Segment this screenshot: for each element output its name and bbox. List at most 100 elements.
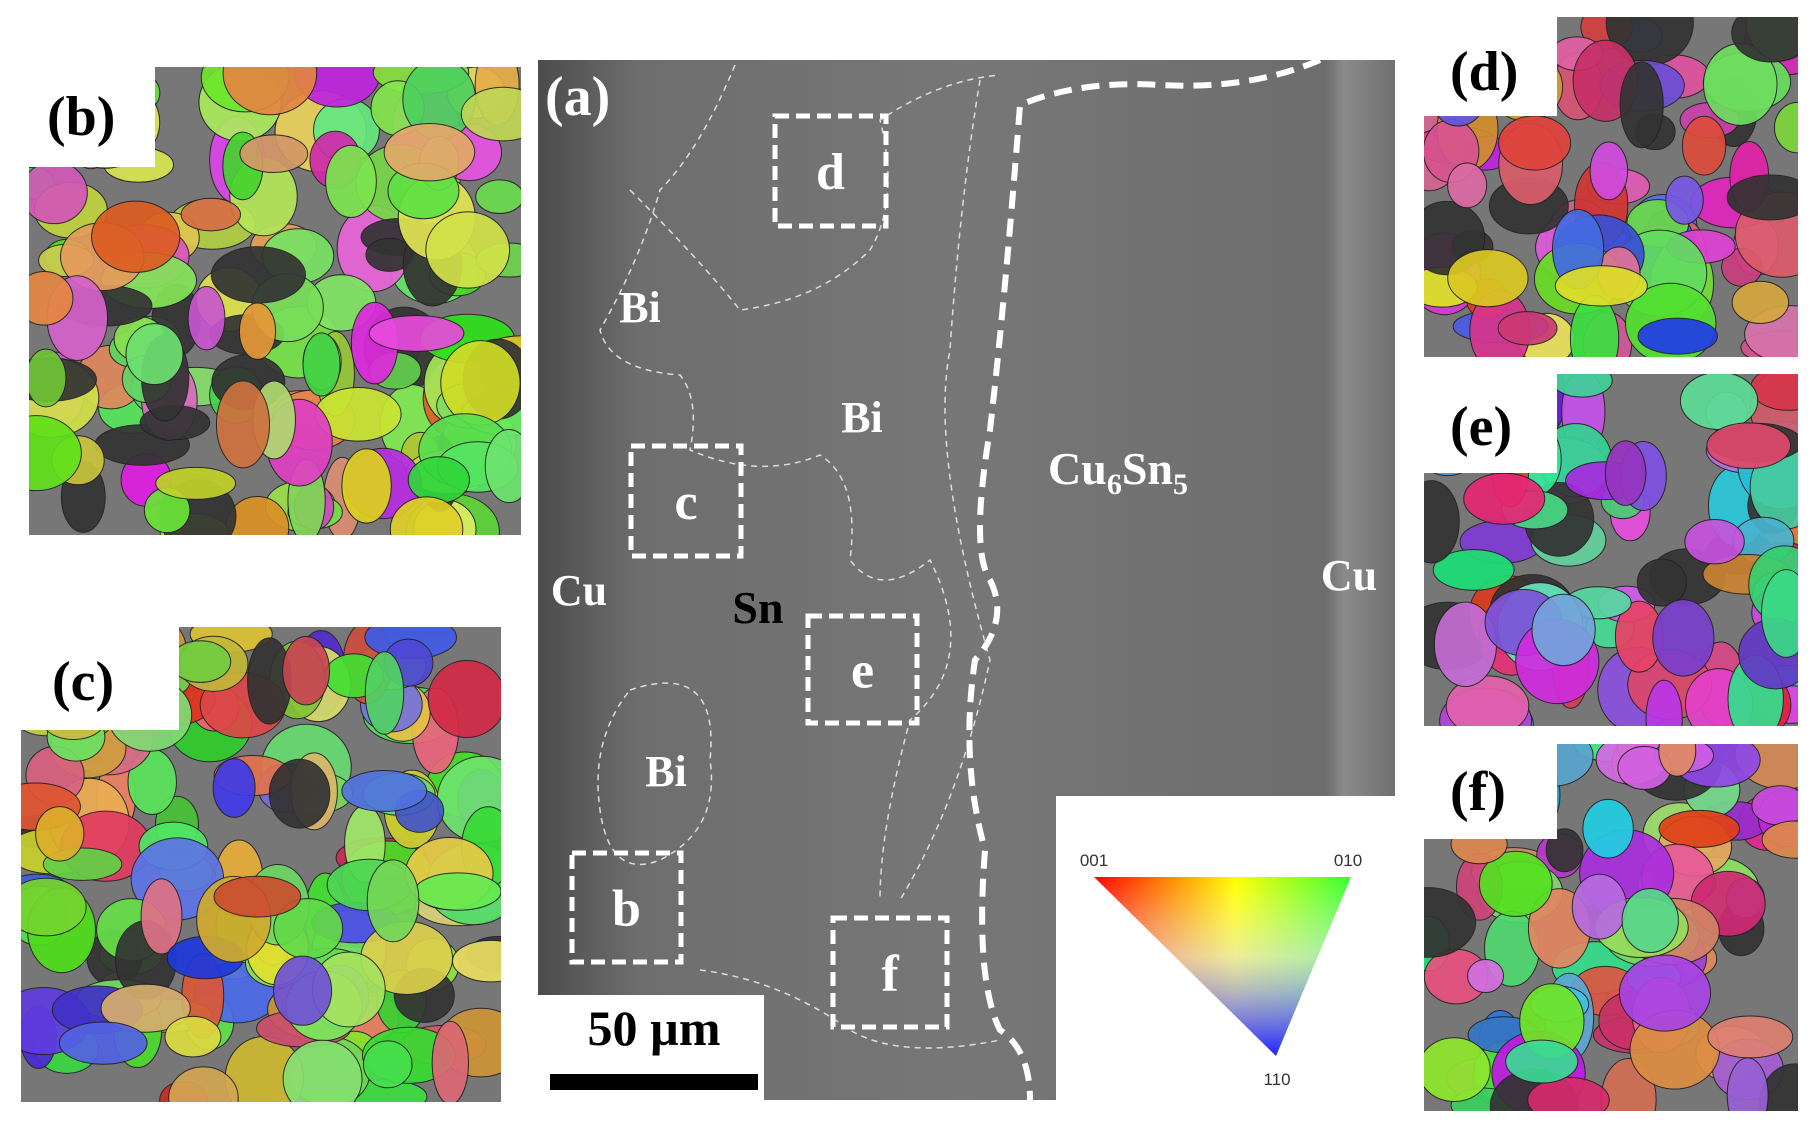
grain — [1619, 61, 1664, 149]
grain — [1751, 785, 1798, 826]
grain — [1569, 294, 1620, 357]
grain — [1637, 317, 1718, 355]
grain — [21, 877, 87, 937]
grain — [213, 875, 302, 918]
grain — [1527, 1077, 1610, 1111]
phase-label: Cu — [551, 566, 607, 615]
grain — [302, 332, 341, 397]
panel-label: (c) — [52, 651, 114, 713]
grain — [1582, 798, 1634, 859]
grain — [1665, 175, 1704, 225]
grain — [1681, 115, 1727, 176]
grain — [1551, 374, 1613, 398]
grain — [1463, 472, 1546, 525]
grain — [140, 878, 183, 955]
grain — [368, 315, 465, 352]
panel-label: (f) — [1450, 761, 1506, 823]
grain — [1618, 954, 1712, 1032]
legend-label: 001 — [1080, 851, 1108, 870]
grain — [1636, 558, 1687, 607]
grain — [1707, 1015, 1794, 1059]
legend-label: 010 — [1334, 851, 1362, 870]
grain — [427, 660, 501, 739]
grain — [164, 1015, 222, 1058]
grain — [238, 302, 277, 360]
grain — [58, 1021, 148, 1065]
region-label: e — [851, 643, 874, 700]
region-box — [772, 113, 889, 229]
grain — [239, 134, 309, 174]
grain — [1507, 744, 1594, 787]
interface-boundary — [966, 57, 1322, 1101]
grain — [1554, 265, 1648, 307]
grain — [282, 636, 330, 706]
phase-label: Bi — [645, 747, 687, 796]
region-label: d — [816, 144, 845, 201]
grain — [1726, 174, 1798, 221]
region-box — [569, 850, 684, 965]
phase-subscript: 6 — [1107, 468, 1122, 501]
grain — [1467, 958, 1505, 994]
phase-label: Cu — [1321, 551, 1377, 600]
grain — [460, 86, 521, 142]
grain — [222, 67, 318, 116]
phase-part: Sn — [1122, 443, 1173, 494]
grain — [120, 73, 161, 112]
sem-image — [538, 57, 1395, 1101]
grain — [180, 197, 242, 232]
grain — [1645, 679, 1683, 726]
grain — [1497, 311, 1558, 346]
grain — [273, 955, 333, 1026]
grain — [91, 200, 181, 273]
grain — [1478, 850, 1553, 917]
phase-label: Sn — [732, 582, 783, 633]
grain — [452, 939, 501, 983]
phase-label: Bi — [619, 283, 661, 332]
panel-label: (a) — [545, 66, 610, 128]
grain — [1505, 1039, 1579, 1084]
grain — [1498, 115, 1572, 171]
scale-bar — [550, 1074, 758, 1090]
grain — [215, 380, 271, 469]
grain — [282, 1039, 363, 1102]
grain — [1515, 759, 1561, 830]
grain — [35, 806, 85, 862]
grain — [425, 211, 511, 289]
grain — [29, 161, 88, 225]
region-box — [805, 613, 920, 726]
grain — [389, 496, 464, 535]
grain — [407, 456, 470, 504]
grain — [103, 146, 175, 183]
grain — [1604, 440, 1647, 506]
region-label: b — [612, 881, 641, 938]
grain — [1439, 17, 1527, 46]
grain — [268, 758, 331, 829]
grain — [1447, 162, 1488, 209]
grain — [475, 179, 521, 214]
grain — [187, 286, 226, 351]
grain — [1424, 1037, 1491, 1102]
region-box — [830, 915, 950, 1030]
grain — [1684, 518, 1745, 565]
grain — [1424, 480, 1460, 564]
grain — [1731, 280, 1790, 324]
grain — [362, 1040, 413, 1089]
grain — [29, 348, 67, 408]
grain — [155, 466, 237, 500]
panel-label: (d) — [1450, 41, 1518, 103]
grain — [383, 122, 476, 182]
grain — [21, 627, 59, 693]
grain — [1531, 593, 1596, 667]
grain — [1621, 888, 1679, 954]
grain — [100, 983, 191, 1033]
grain — [1450, 823, 1508, 865]
grain — [1545, 828, 1584, 873]
grain — [1761, 820, 1798, 859]
grain — [484, 428, 521, 504]
grain — [168, 1066, 239, 1102]
grain — [29, 271, 74, 326]
labels: (a) (b) (c) (d) (e) (f) Bi Bi Bi Sn Cu C… — [47, 41, 1518, 1089]
ebsd-map — [1424, 374, 1798, 726]
grain — [1589, 141, 1629, 201]
